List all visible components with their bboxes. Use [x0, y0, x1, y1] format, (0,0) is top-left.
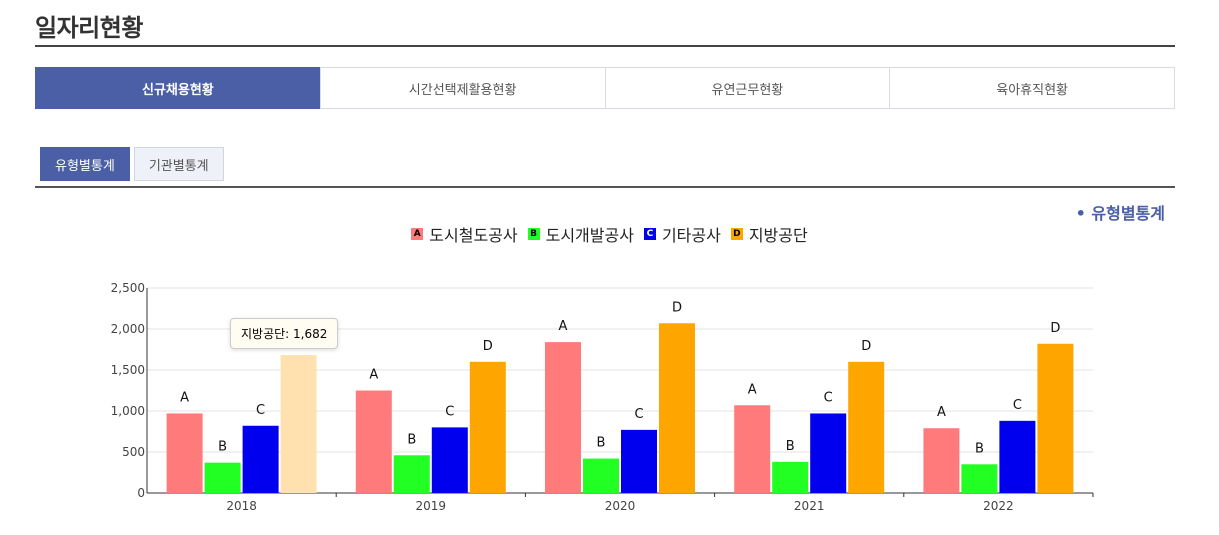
bar-d — [659, 323, 695, 493]
data-label: A — [748, 382, 757, 397]
y-tick-label: 500 — [122, 445, 145, 459]
x-tick-label: 2020 — [605, 499, 636, 513]
tab-flexible-time[interactable]: 시간선택제활용현황 — [319, 67, 606, 109]
subtab-by-type[interactable]: 유형별통계 — [40, 147, 130, 181]
x-tick-label: 2018 — [226, 499, 257, 513]
data-label: B — [218, 440, 227, 455]
legend-item-series-c[interactable]: C 기타공사 — [643, 222, 721, 246]
chart-legend: A 도시철도공사 B 도시개발공사 C 기타공사 D 지방공단 — [0, 222, 1219, 246]
data-label: C — [1013, 398, 1022, 413]
bar-a — [545, 342, 581, 493]
tab-flexible-work[interactable]: 유연근무현황 — [604, 67, 891, 109]
tab-parental-leave[interactable]: 육아휴직현황 — [889, 67, 1175, 109]
data-label: A — [180, 390, 189, 405]
tab-new-hiring[interactable]: 신규채용현황 — [35, 67, 321, 109]
bar-b — [393, 455, 430, 493]
x-tick-label: 2019 — [416, 499, 447, 513]
y-tick-label: 1,000 — [111, 404, 145, 418]
title-divider — [35, 45, 1175, 47]
legend-label-d: 지방공단 — [748, 226, 808, 245]
data-label: C — [634, 407, 643, 422]
sub-tabs: 유형별통계 기관별통계 — [40, 147, 224, 181]
data-label: C — [824, 390, 833, 405]
bar-c — [621, 429, 657, 493]
bar-b — [772, 461, 809, 493]
bar-d — [848, 361, 885, 493]
main-tabs: 신규채용현황 시간선택제활용현황 유연근무현황 육아휴직현황 — [35, 67, 1175, 109]
bar-a — [166, 413, 203, 493]
section-label: • 유형별통계 — [1075, 204, 1165, 223]
bar-d — [469, 361, 506, 493]
bar-chart: 0 500 1,000 1,500 2,000 2,500 2018 A B C D 2019 A B C D… — [111, 281, 1094, 513]
section-divider — [35, 186, 1175, 188]
data-label: A — [369, 368, 378, 383]
bar-a — [355, 390, 392, 493]
chart-tooltip: 지방공단: 1,682 — [230, 318, 339, 349]
bar-c — [431, 427, 468, 493]
x-tick-label: 2022 — [983, 499, 1014, 513]
data-label: B — [407, 432, 416, 447]
bar-c — [810, 413, 847, 493]
bar-b — [961, 464, 998, 493]
data-label: B — [975, 441, 984, 456]
x-tick-label: 2021 — [794, 499, 825, 513]
data-label: C — [256, 403, 265, 418]
legend-swatch-a: A — [411, 228, 424, 240]
page-title: 일자리현황 — [35, 14, 143, 42]
data-label: A — [937, 405, 946, 420]
data-label: D — [672, 300, 682, 315]
legend-item-series-d[interactable]: D 지방공단 — [730, 222, 808, 246]
subtab-by-institution[interactable]: 기관별통계 — [133, 147, 224, 181]
legend-item-series-b[interactable]: B 도시개발공사 — [527, 222, 634, 246]
legend-swatch-b: B — [527, 228, 540, 240]
data-label: A — [559, 319, 568, 334]
y-tick-label: 2,000 — [111, 322, 145, 336]
y-tick-label: 0 — [137, 486, 145, 500]
legend-label-b: 도시개발공사 — [545, 226, 634, 245]
bar-c — [242, 425, 279, 493]
bar-b — [204, 462, 241, 493]
legend-label-c: 기타공사 — [661, 226, 721, 245]
bar-c — [999, 420, 1036, 493]
bar-d — [280, 355, 317, 493]
data-label: D — [861, 339, 871, 354]
legend-swatch-d: D — [730, 228, 743, 240]
data-label: B — [786, 439, 795, 454]
bar-d — [1037, 343, 1074, 493]
legend-swatch-c: C — [643, 228, 656, 240]
y-tick-label: 2,500 — [111, 281, 145, 295]
bar-b — [583, 458, 619, 493]
legend-label-a: 도시철도공사 — [429, 226, 518, 245]
data-label: D — [483, 339, 493, 354]
data-label: B — [597, 436, 606, 451]
bar-a — [734, 405, 771, 493]
data-label: C — [445, 404, 454, 419]
data-label: D — [1050, 321, 1060, 336]
y-tick-label: 1,500 — [111, 363, 145, 377]
legend-item-series-a[interactable]: A 도시철도공사 — [411, 222, 518, 246]
bar-a — [923, 428, 960, 493]
